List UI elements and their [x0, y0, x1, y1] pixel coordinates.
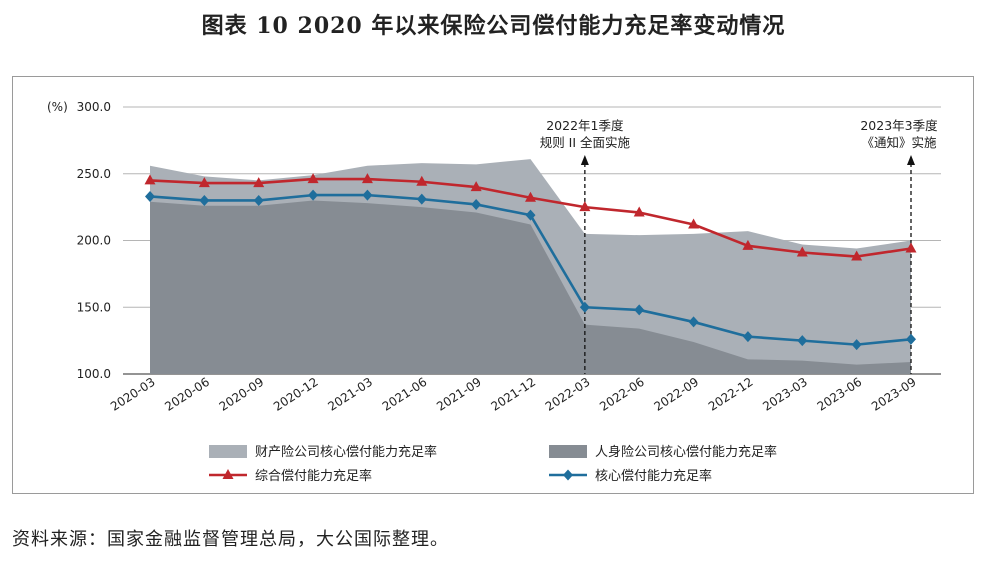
legend-label: 财产险公司核心偿付能力充足率	[255, 444, 437, 460]
core-ratio-point	[253, 194, 264, 206]
x-tick-label: 2020-03	[108, 375, 158, 414]
core-ratio-point	[471, 198, 482, 210]
legend-label: 综合偿付能力充足率	[255, 468, 372, 484]
core-ratio-point	[797, 335, 808, 347]
core-ratio-point	[579, 301, 590, 313]
comprehensive-ratio-point	[796, 246, 808, 257]
comprehensive-ratio-point	[688, 218, 700, 229]
x-tick-label: 2020-09	[217, 375, 267, 414]
x-tick-label: 2021-06	[380, 375, 430, 414]
comprehensive-ratio-point	[633, 206, 645, 217]
y-tick-label: 300.0	[77, 100, 111, 114]
comprehensive-ratio-point	[307, 173, 319, 184]
y-axis-unit-label: (%)	[47, 100, 68, 114]
comprehensive-ratio-point	[416, 175, 428, 186]
core-ratio-point	[145, 190, 155, 202]
comprehensive-ratio-point	[253, 177, 265, 188]
core-ratio-point	[688, 316, 699, 328]
chart-frame: 100.0 150.0 200.0 250.0 300.0 (%) 2022年1季度 规则 I…	[12, 76, 974, 494]
annotation-text: 2022年1季度	[546, 118, 624, 133]
comprehensive-ratio-point	[361, 173, 373, 184]
core-ratio-point	[308, 189, 319, 201]
core-ratio-point	[742, 331, 753, 343]
core-ratio-point	[851, 339, 862, 351]
comprehensive-ratio-point	[742, 239, 754, 250]
annotation-text: 规则 II 全面实施	[540, 135, 631, 150]
legend-marker	[222, 469, 234, 479]
x-tick-label: 2022-12	[706, 375, 756, 414]
x-tick-label: 2022-06	[597, 375, 647, 414]
legend-swatch	[209, 445, 247, 458]
life-core-area	[150, 200, 911, 374]
annotation-arrowhead	[580, 155, 589, 165]
chart-title: 图表 10 2020 年以来保险公司偿付能力充足率变动情况	[201, 13, 786, 39]
source-note: 资料来源：国家金融监督管理总局，大公国际整理。	[12, 529, 449, 550]
legend-marker	[563, 469, 573, 481]
y-tick-label: 100.0	[77, 367, 111, 381]
x-tick-label: 2022-03	[543, 375, 593, 414]
x-tick-label: 2021-09	[434, 375, 484, 414]
x-tick-label: 2023-06	[815, 375, 865, 414]
x-tick-label: 2021-03	[325, 375, 375, 414]
x-tick-label: 2020-06	[162, 375, 212, 414]
core-ratio-point	[416, 193, 427, 205]
comprehensive-ratio-point	[198, 177, 210, 188]
legend-label: 核心偿付能力充足率	[595, 468, 712, 484]
annotation-text: 2023年3季度	[860, 118, 938, 133]
x-tick-label: 2022-09	[652, 375, 702, 414]
y-tick-label: 200.0	[77, 234, 111, 248]
x-tick-label: 2023-09	[869, 375, 919, 414]
comprehensive-ratio-point	[525, 191, 536, 202]
annotation-text: 《通知》实施	[861, 135, 937, 150]
x-tick-label: 2021-12	[488, 375, 538, 414]
annotation-arrowhead	[907, 155, 915, 165]
comprehensive-ratio-point	[905, 242, 917, 253]
x-tick-label: 2020-12	[271, 375, 321, 414]
comprehensive-ratio-point	[144, 174, 156, 185]
core-ratio-point	[906, 333, 916, 345]
y-tick-label: 150.0	[77, 300, 111, 314]
x-tick-label: 2023-03	[760, 375, 810, 414]
core-ratio-point	[634, 304, 645, 316]
core-ratio-point	[199, 194, 210, 206]
comprehensive-ratio-point	[851, 250, 863, 261]
core-ratio-point	[525, 209, 536, 221]
legend-label: 人身险公司核心偿付能力充足率	[595, 444, 777, 460]
core-ratio-point	[362, 189, 373, 201]
y-tick-label: 250.0	[77, 167, 111, 181]
legend-swatch	[549, 445, 587, 458]
comprehensive-ratio-point	[470, 181, 482, 192]
comprehensive-ratio-point	[579, 201, 591, 212]
